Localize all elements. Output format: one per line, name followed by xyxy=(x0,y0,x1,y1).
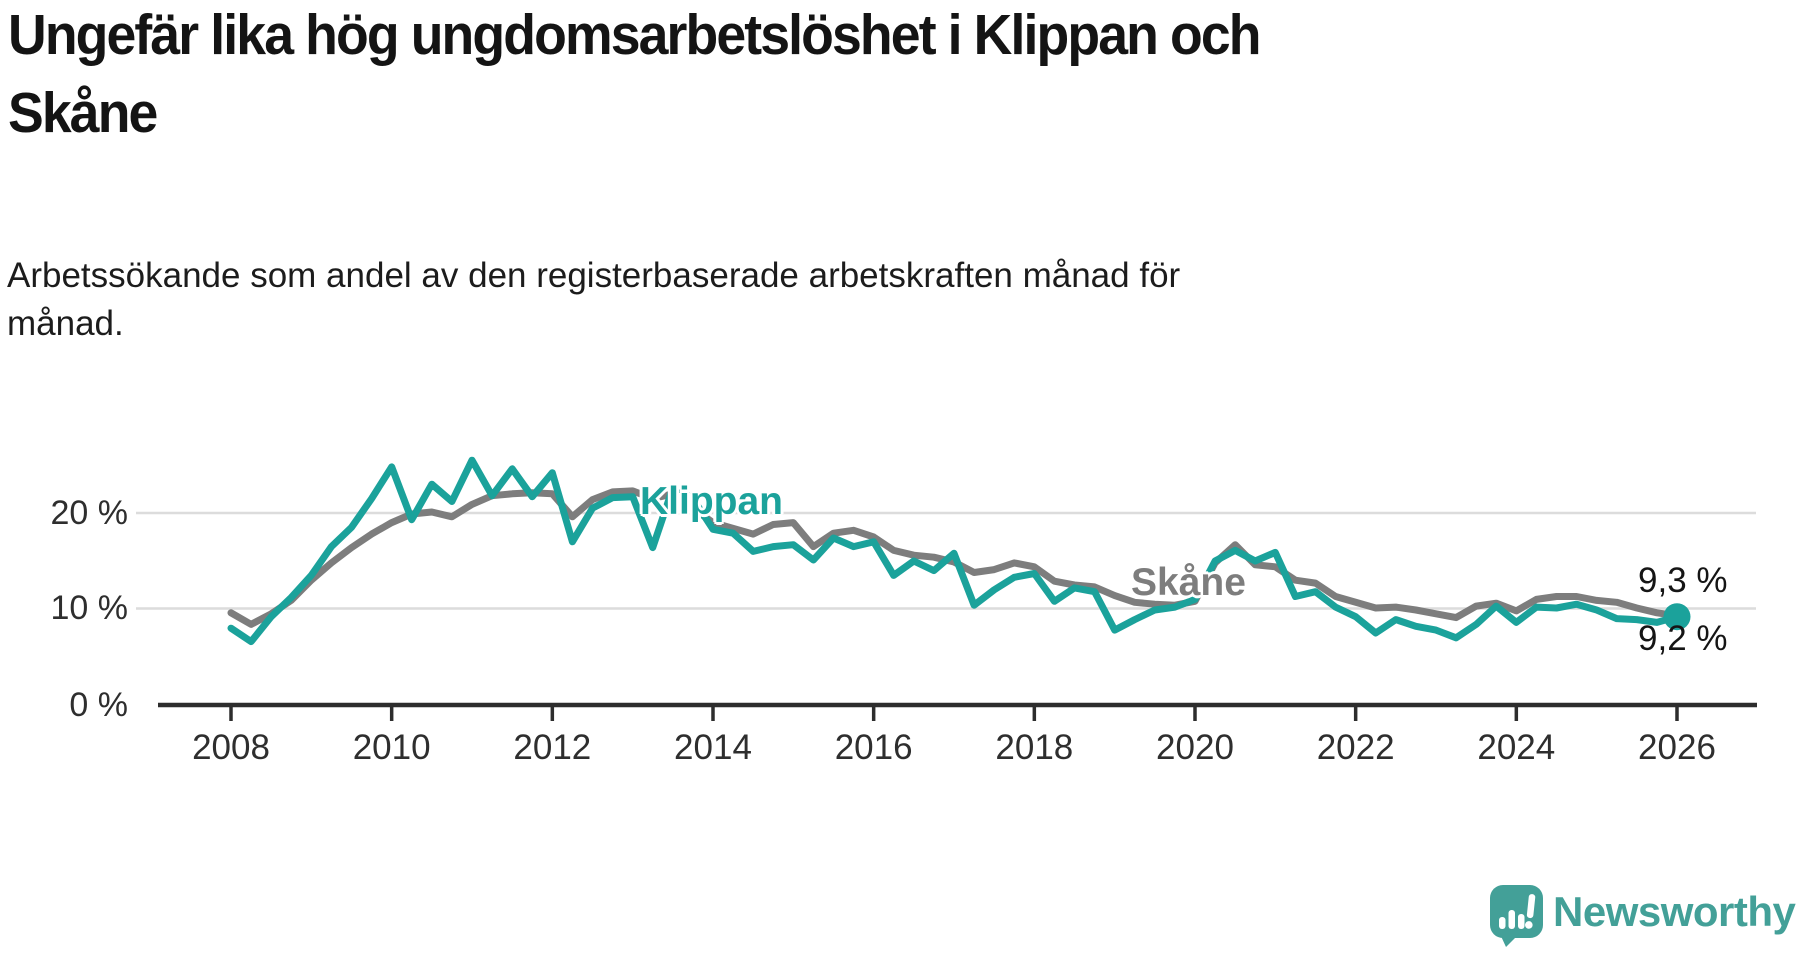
y-tick-label-20: 20 % xyxy=(50,494,129,532)
newsworthy-speech-bubble-icon xyxy=(1490,885,1543,947)
series-label-klippan: Klippan xyxy=(640,480,783,523)
x-tick-label: 2024 xyxy=(1477,728,1556,767)
subtitle-line-1: Arbetssökande som andel av den registerb… xyxy=(7,256,1181,295)
x-tick-label: 2014 xyxy=(674,728,752,767)
y-tick-label-10: 10 % xyxy=(50,589,129,627)
newsworthy-logo-text: Newsworthy xyxy=(1553,888,1796,935)
x-tick-label: 2020 xyxy=(1156,728,1234,767)
page-title: Ungefär lika hög ungdomsarbetslöshet i K… xyxy=(8,0,1261,152)
logo-bar-3 xyxy=(1518,914,1525,929)
logo-bar-1 xyxy=(1499,917,1506,929)
x-tick-label: 2008 xyxy=(192,728,270,767)
x-tick-label: 2012 xyxy=(513,728,592,767)
x-tick-label: 2022 xyxy=(1316,728,1395,767)
klippan-line xyxy=(227,456,1681,646)
title-line-2: Skåne xyxy=(8,81,158,145)
subtitle-line-2: månad. xyxy=(7,304,124,343)
title-line-1: Ungefär lika hög ungdomsarbetslöshet i K… xyxy=(8,3,1261,67)
logo-exclamation xyxy=(1525,894,1536,929)
klippan-end-dot xyxy=(1663,603,1691,631)
series-label-skane: Skåne xyxy=(1131,561,1246,604)
x-tick-label: 2016 xyxy=(834,728,913,767)
x-tick-label: 2026 xyxy=(1638,728,1716,767)
chart-subtitle: Arbetssökande som andel av den registerb… xyxy=(7,252,1180,348)
x-tick-label: 2010 xyxy=(352,728,431,767)
logo-bar-2 xyxy=(1508,910,1515,929)
end-value-label-klippan: 9,2 % xyxy=(1638,619,1728,658)
y-tick-label-0: 0 % xyxy=(69,686,128,724)
newsworthy-logo: Newsworthy xyxy=(1489,884,1800,948)
end-value-label-skane: 9,3 % xyxy=(1638,561,1728,600)
x-tick-label: 2018 xyxy=(995,728,1074,767)
x-axis-ticks xyxy=(229,705,1679,721)
